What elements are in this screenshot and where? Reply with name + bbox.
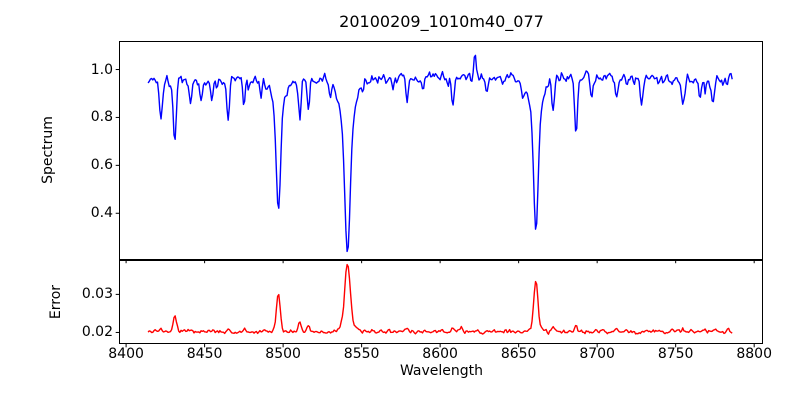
chart-title: 20100209_1010m40_077: [339, 12, 544, 31]
spectrum-y-tick-label: 0.6: [90, 157, 113, 174]
x-tick-label: 8550: [343, 346, 380, 362]
spectrum-y-tick-label: 0.8: [90, 109, 113, 126]
x-tick-label: 8450: [186, 346, 223, 362]
error-axes-frame: [119, 260, 763, 344]
error-y-axis-label: Error: [48, 284, 64, 320]
spectrum-line: [147, 54, 733, 253]
x-tick-label: 8500: [265, 346, 301, 362]
x-tick-label: 8750: [657, 346, 694, 362]
x-axis-label: Wavelength: [399, 363, 484, 379]
error-y-tick-label: 0.03: [81, 286, 113, 303]
axis-ticks: [115, 69, 755, 348]
x-tick-label: 8400: [108, 346, 144, 362]
spectrum-y-tick-label: 1.0: [90, 61, 113, 78]
x-tick-label: 8700: [579, 346, 615, 362]
error-y-tick-label: 0.02: [81, 324, 113, 341]
x-tick-label: 8650: [500, 346, 537, 362]
x-tick-label: 8800: [736, 346, 772, 362]
spectrum-y-tick-label: 0.4: [90, 205, 113, 222]
x-tick-label: 8600: [422, 346, 458, 362]
spectrum-axes-frame: [119, 41, 763, 260]
error-line: [147, 263, 733, 335]
spectrum-y-axis-label: Spectrum: [40, 116, 56, 184]
